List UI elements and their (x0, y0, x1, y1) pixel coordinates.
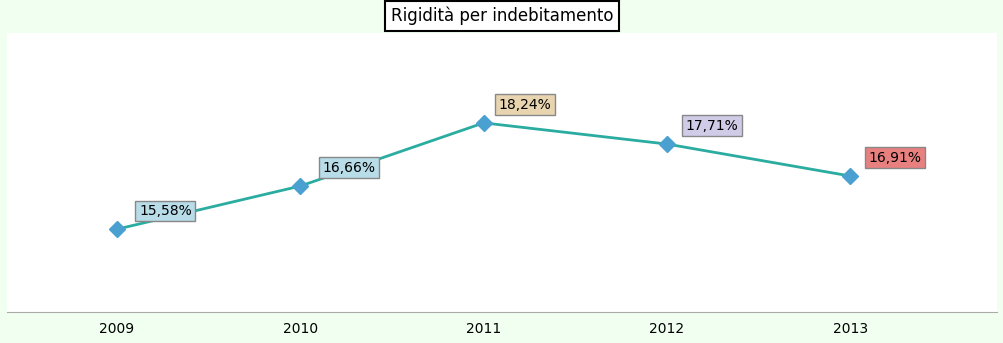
Text: 17,71%: 17,71% (685, 119, 737, 133)
Title: Rigidità per indebitamento: Rigidità per indebitamento (390, 7, 613, 25)
Text: 16,66%: 16,66% (322, 161, 375, 175)
Text: 16,91%: 16,91% (868, 151, 921, 165)
Text: 15,58%: 15,58% (138, 204, 192, 218)
Text: 18,24%: 18,24% (497, 98, 551, 112)
